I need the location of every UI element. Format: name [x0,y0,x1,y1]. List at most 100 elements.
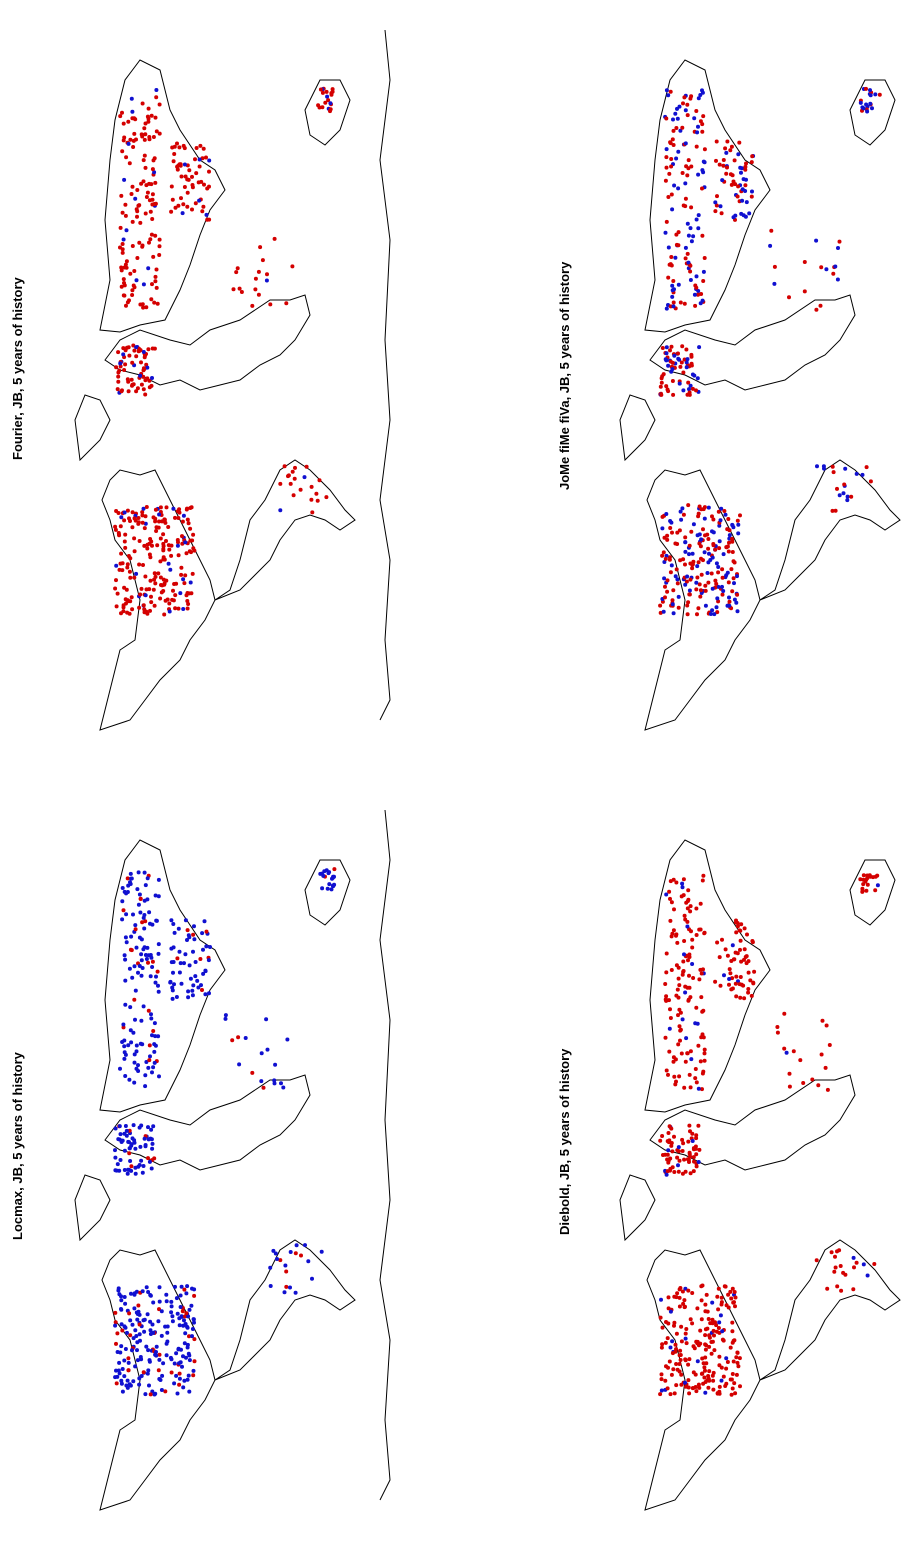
station-dot [155,301,160,306]
station-dot [132,536,137,541]
station-dot [140,966,145,970]
station-dot [666,1321,671,1326]
station-dot [691,1155,696,1160]
station-dot [664,994,669,999]
station-dot [146,1065,151,1070]
station-dot [669,1143,674,1148]
station-dot [733,1391,738,1396]
station-dot [207,158,212,163]
station-dot [141,506,146,511]
station-dot [733,1304,737,1309]
station-dot [138,220,143,225]
station-dot [181,513,186,518]
station-dot [156,1319,161,1324]
station-dot [264,278,269,283]
station-dot [291,493,296,498]
station-dot [129,1164,134,1169]
station-dot [265,272,269,277]
station-dot [144,1060,149,1064]
station-dot [161,1361,166,1366]
station-dot [283,1263,288,1268]
station-dot [675,1155,680,1160]
station-dot [134,571,139,576]
station-dot [187,1353,192,1358]
station-dot [164,539,168,543]
station-dot [684,579,689,584]
station-dot [724,545,729,550]
station-dot [677,1158,682,1163]
station-dot [294,1243,299,1248]
station-dot [198,957,203,961]
station-dot [132,516,137,521]
coastline-path [99,469,216,731]
station-dot [170,1314,175,1319]
station-dot [735,951,740,956]
station-dot [140,101,145,106]
station-dot [704,1292,709,1297]
station-dot [298,487,303,492]
station-dot [175,1391,180,1396]
station-dot [147,181,152,186]
station-dot [720,937,724,942]
station-dot [179,1347,183,1352]
station-dot [674,242,679,247]
station-dot [136,1063,140,1068]
station-dot [134,345,139,350]
station-dot [659,1345,664,1350]
station-dot [699,1284,704,1289]
station-dot [688,909,693,914]
station-dot [703,1347,708,1352]
station-dot [169,1304,174,1309]
station-dot [188,506,193,510]
station-dot [683,582,688,587]
station-dot [668,359,673,364]
station-dot [675,542,680,546]
station-dot [121,277,126,282]
station-dots [113,86,335,617]
station-dot [185,506,189,511]
station-dot [143,521,148,526]
station-dot [332,867,337,872]
station-dot [733,1295,738,1300]
station-dot [802,260,807,264]
station-dot [730,173,735,178]
station-dot [143,593,148,598]
station-dot [189,1303,194,1308]
station-dot [682,952,686,957]
station-dot [663,595,667,600]
station-dot [775,1025,780,1029]
station-dot [129,96,134,101]
station-dot [133,1146,138,1151]
station-dot [717,955,722,960]
station-dot [138,1338,142,1343]
station-dot [831,470,836,475]
station-dot [136,1164,141,1169]
station-dot [667,1049,672,1054]
station-dot [125,508,130,513]
station-dot [687,392,692,397]
station-dot [670,602,675,607]
station-dot [143,165,148,170]
station-dot [668,348,672,353]
station-dot [801,1081,806,1085]
station-dot [698,119,703,124]
station-dot [178,591,183,596]
station-dot [798,1058,803,1063]
station-dot [135,256,140,260]
station-dot [157,1285,162,1290]
station-dot [309,484,314,489]
station-dot [688,1154,693,1159]
station-dot [830,508,835,513]
station-dot [141,915,146,920]
station-dot [180,534,184,539]
station-dot [696,226,701,231]
station-dot [142,153,147,158]
station-dot [791,1049,796,1054]
station-dot [183,1331,188,1336]
station-dot [148,537,153,541]
station-dot [114,1168,119,1173]
station-dot [173,515,177,520]
station-dot [139,958,144,963]
station-dot [134,137,138,142]
station-dot [669,900,674,905]
